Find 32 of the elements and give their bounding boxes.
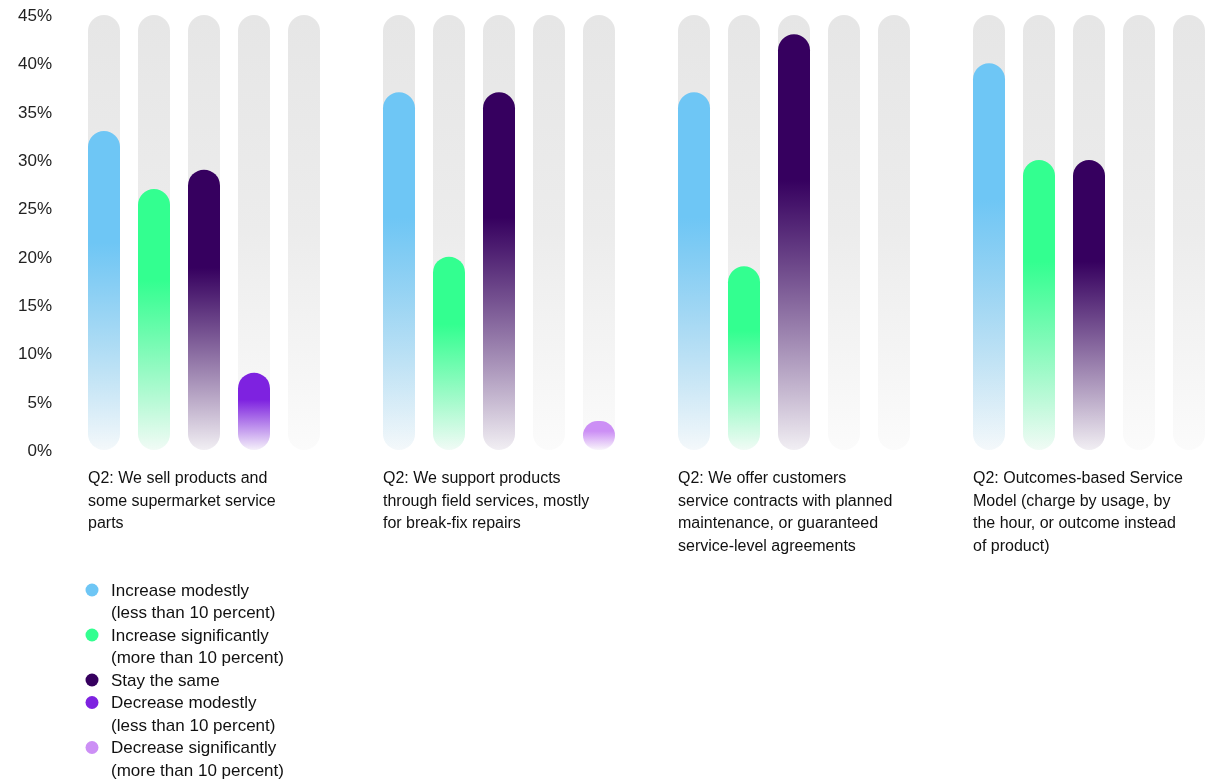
x-tick-label: Q2: Outcomes-based Service Model (charge by usage, by the hour, or outcome instead of product) <box>973 469 1183 554</box>
bar <box>1073 160 1105 450</box>
bar <box>1023 160 1055 450</box>
bar <box>483 92 515 450</box>
y-tick-label: 5% <box>27 392 52 412</box>
bar <box>973 63 1005 450</box>
x-tick-label: Q2: We sell products and some supermarket service parts <box>88 469 276 531</box>
legend-label: Stay the same <box>111 670 220 690</box>
legend-label: Increase modestly (less than 10 percent) <box>111 580 276 623</box>
bar <box>678 92 710 450</box>
bar <box>138 189 170 450</box>
x-tick-label: Q2: We offer customers service contracts with planned maintenance, or guaranteed service-level agreements <box>678 469 893 554</box>
y-tick-label: 0% <box>27 440 52 460</box>
y-tick-label: 25% <box>17 199 52 219</box>
bar <box>778 34 810 450</box>
y-tick-label: 30% <box>17 150 52 170</box>
y-tick-label: 35% <box>17 102 52 122</box>
bar <box>188 169 220 450</box>
bar <box>728 266 760 450</box>
y-tick-label: 45% <box>17 5 52 25</box>
bar <box>238 372 270 450</box>
bar <box>383 92 415 450</box>
x-tick-label: Q2: We support products through field services, mostly for break-fix repairs <box>383 469 590 531</box>
legend-label: Decrease significantly (more than 10 percent) <box>111 738 284 779</box>
y-tick-label: 10% <box>17 344 52 364</box>
bar <box>88 131 120 450</box>
y-tick-label: 20% <box>17 247 52 267</box>
y-tick-label: 15% <box>17 295 52 315</box>
legend-label: Increase significantly (more than 10 percent) <box>111 625 284 668</box>
legend-label: Decrease modestly (less than 10 percent) <box>111 693 276 735</box>
bar <box>433 256 465 450</box>
y-tick-label: 40% <box>17 54 52 74</box>
